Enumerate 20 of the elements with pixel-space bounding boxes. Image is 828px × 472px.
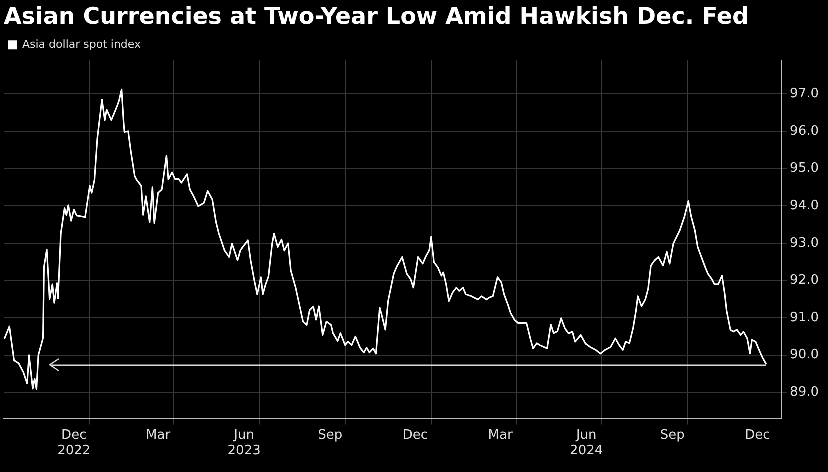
- y-tick-label: 92.0: [790, 273, 820, 288]
- legend-label: Asia dollar spot index: [22, 38, 142, 51]
- y-tick-label: 90.0: [790, 348, 820, 363]
- x-tick-label: Mar: [488, 428, 514, 443]
- x-tick-label: Jun 2023: [228, 428, 261, 459]
- y-tick-label: 95.0: [790, 161, 820, 176]
- chart-title: Asian Currencies at Two-Year Low Amid Hawkish Dec. Fed: [4, 4, 749, 30]
- y-tick-label: 89.0: [790, 385, 820, 400]
- y-tick-label: 96.0: [790, 124, 820, 139]
- y-tick-label: 93.0: [790, 236, 820, 251]
- x-tick-label: Sep: [660, 428, 685, 443]
- x-tick-label: Dec 2022: [58, 428, 91, 459]
- y-tick-label: 97.0: [790, 86, 820, 102]
- y-tick-label: 91.0: [790, 310, 820, 326]
- x-tick-label: Sep: [318, 428, 343, 443]
- x-tick-label: Dec: [402, 428, 428, 443]
- x-tick-label: Mar: [146, 428, 172, 443]
- x-tick-label: Jun 2024: [570, 428, 604, 459]
- x-tick-label: Dec: [745, 428, 770, 443]
- y-tick-label: 94.0: [790, 198, 820, 214]
